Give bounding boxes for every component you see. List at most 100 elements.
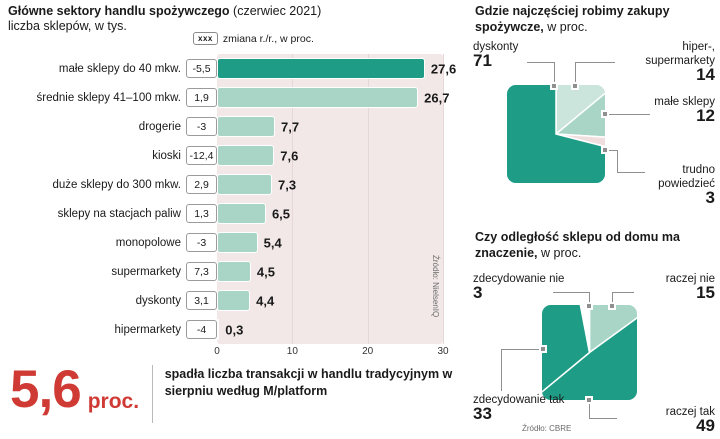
bar [217,290,251,311]
chart1-label-dyskonty: dyskonty 71 [473,41,519,70]
leader-line [553,292,589,293]
source-nielsen: Źródło: NielsenIQ [431,255,440,318]
leader-dot [571,82,579,90]
bar-container: 5,4 [217,232,465,253]
bar-change-badge: -4 [186,320,217,339]
bar-value-label: 7,3 [277,177,297,192]
leader-dot [585,396,593,404]
bar-change-badge: -3 [186,117,217,136]
leader-line [605,114,650,115]
pie-slice [542,305,591,393]
bar-value-label: 4,5 [256,264,275,279]
page-title: Główne sektory handlu spożywczego [8,4,230,18]
bar-row: supermarkety 7,3 4,5 [0,257,465,286]
chart2-label-raczej-tak: raczej tak 49 [665,406,715,435]
page-title-period: (czerwiec 2021) [229,4,322,18]
chart2-label-raczej-nie: raczej nie 15 [665,273,715,302]
bar [217,232,258,253]
pie-slice [554,92,605,138]
leader-line [589,292,590,306]
chart2-title-bold: Czy odległość sklepu od domu ma znaczeni… [475,230,680,260]
bar-row: średnie sklepy 41–100 mkw. 1,9 26,7 [0,83,465,112]
bar-container: 4,4 [217,290,465,311]
leader-line [612,292,613,306]
bar-row: dyskonty 3,1 4,4 [0,286,465,315]
chart2-label-zdecydowanie-nie: zdecydowanie nie 3 [473,273,565,302]
bar-row-label: kioski [152,149,181,162]
leader-line [575,62,615,63]
bar-row-label: małe sklepy do 40 mkw. [58,62,181,75]
bar-change-badge: -3 [186,233,217,252]
gridline [292,54,294,344]
chart1-title: Gdzie najczęściej robimy zakupy spożywcz… [475,4,705,35]
bar [217,87,419,108]
leader-line [575,62,576,86]
bar-row-label: monopolowe [115,236,181,249]
stat-divider [152,365,153,423]
bar-value-label: 6,5 [271,206,291,221]
bar-container: 7,6 [217,145,465,166]
bar-change-badge: 7,3 [186,262,217,281]
leader-line [501,349,502,391]
bar [217,145,275,166]
bar-row: hipermarkety -4 0,3 [0,315,465,344]
legend-key-label: zmiana r./r., w proc. [222,32,314,45]
bar-row-label: średnie sklepy 41–100 mkw. [36,91,181,104]
x-axis-tick: 10 [286,346,298,357]
bar-value-label: 7,7 [281,119,300,134]
leader-line [612,292,634,293]
right-panel: Gdzie najczęściej robimy zakupy spożywcz… [465,0,720,439]
leader-line [617,150,618,172]
x-axis: 0 10 20 30 [214,346,448,360]
x-axis-tick: 30 [437,346,449,357]
bar-row: kioski -12,4 7,6 [0,141,465,170]
chart1-title-unit: w proc. [543,19,588,34]
chart1-title-bold: Gdzie najczęściej robimy zakupy spożywcz… [475,4,670,34]
bar-row: drogerie -3 7,7 [0,112,465,141]
leader-line [527,62,555,63]
bar-value-label: 27,6 [430,61,457,76]
chart1-label-hipermarkety: hiper-, supermarkety 14 [645,41,715,84]
pie-slice [579,305,591,353]
bar [217,319,220,340]
bar-container: 6,5 [217,203,465,224]
bar-row: sklepy na stacjach paliw 1,3 6,5 [0,199,465,228]
bar [217,116,275,137]
bar-change-badge: -5,5 [186,59,217,78]
leader-dot [539,345,547,353]
bar-chart-rows: małe sklepy do 40 mkw. -5,5 27,6 średnie sk… [0,54,465,344]
stat-number: 5,6 [10,360,82,419]
leader-dot [601,146,609,154]
leader-line [605,150,617,151]
leader-line [501,349,543,350]
bar-row-label: hipermarkety [114,323,181,336]
leader-dot [601,110,609,118]
bar-value-label: 5,4 [263,235,282,250]
chart1-pie [507,85,605,183]
gridline [443,54,444,344]
bar-container: 4,5 [217,261,465,282]
bar-container: 26,7 [217,87,465,108]
source-cbre: Źródło: CBRE [522,424,572,433]
bar-value-label: 26,7 [424,90,450,105]
leader-line [617,172,645,173]
bar-container: 0,3 [217,319,465,340]
stat-description: spadła liczba transakcji w handlu tradyc… [164,367,453,398]
chart2-pie [542,305,637,400]
pie-svg [542,305,637,400]
leader-dot [550,82,558,90]
bar-row-label: duże sklepy do 300 mkw. [52,178,182,191]
legend-key-box: xxx [193,32,218,45]
bar-change-badge: 2,9 [186,175,217,194]
bar-change-badge: 3,1 [186,291,217,310]
pie-slice [507,85,605,183]
leader-line [589,418,617,419]
chart1-label-trudno: trudno powiedzieć 3 [658,164,715,207]
pie-slice [555,85,605,136]
bar [217,203,266,224]
stat-unit: proc. [87,390,140,413]
bar-value-label: 4,4 [256,293,275,308]
bar-row: duże sklepy do 300 mkw. 2,9 7,3 [0,170,465,199]
gridline [367,54,369,344]
